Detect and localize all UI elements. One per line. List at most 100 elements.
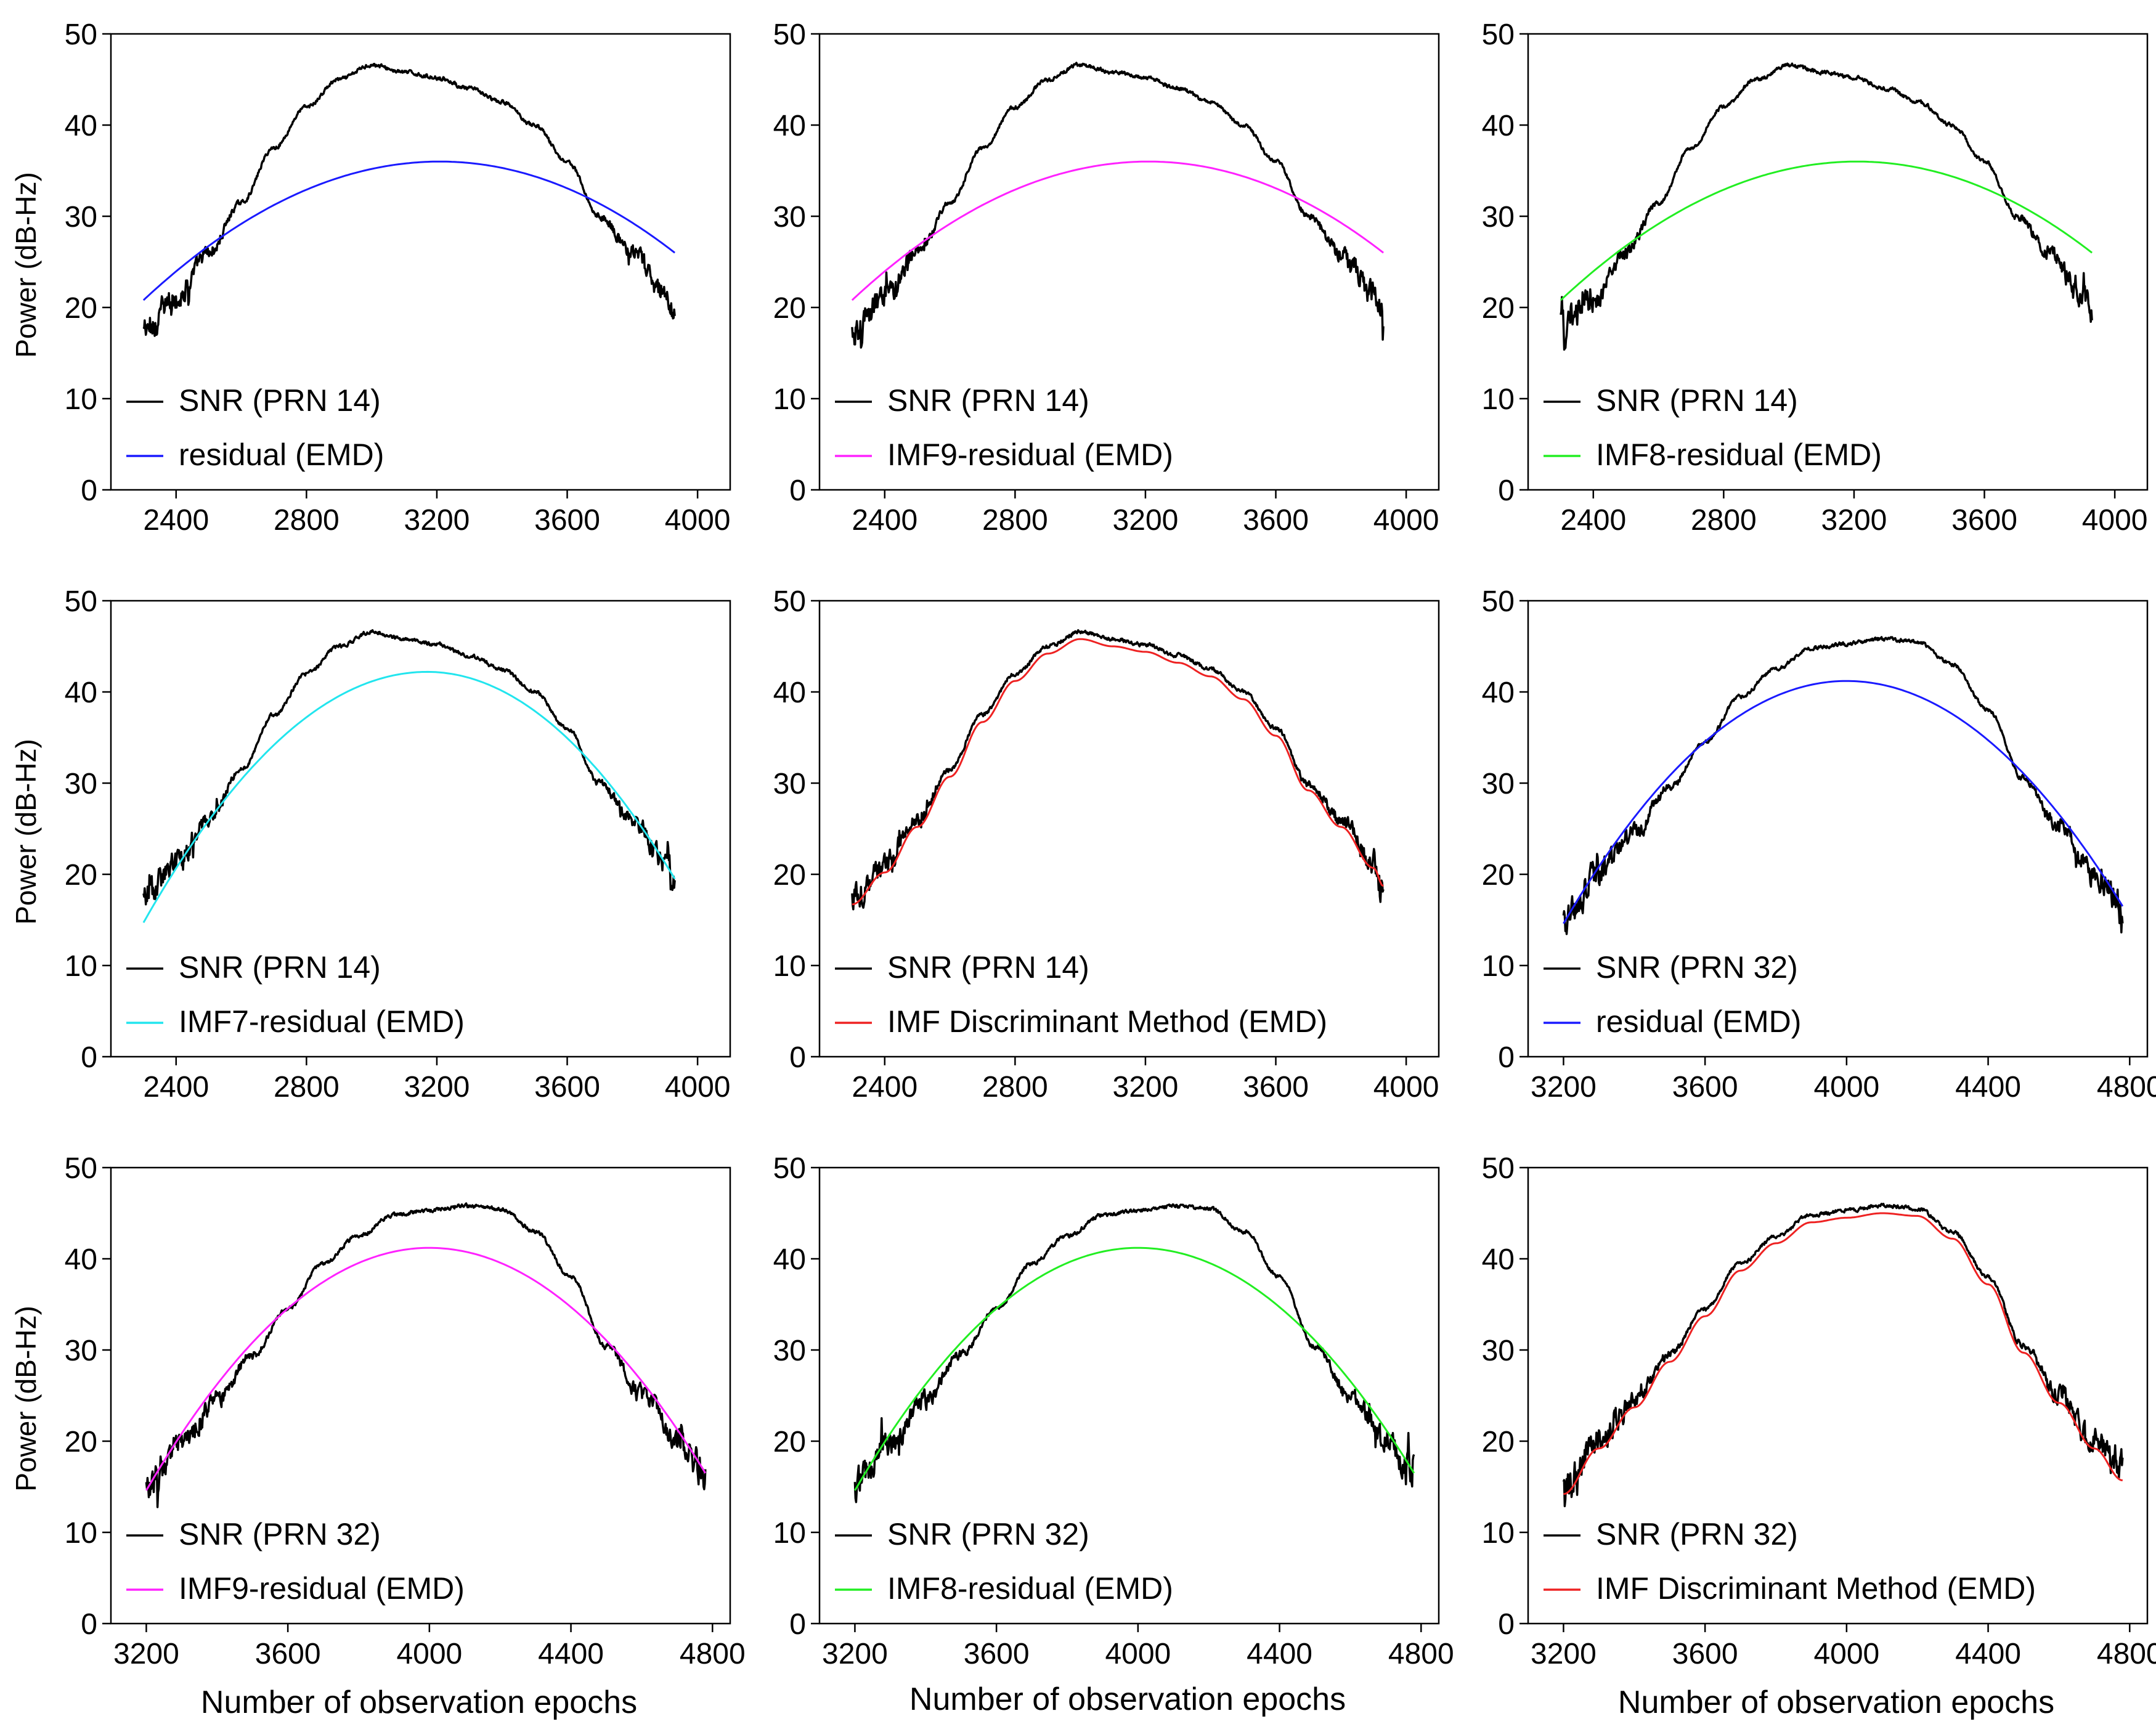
y-tick-label: 20 — [773, 292, 806, 325]
x-tick-label: 3200 — [1113, 1071, 1179, 1104]
x-tick-label: 2800 — [982, 504, 1048, 537]
x-tick-label: 2400 — [143, 504, 209, 537]
y-tick-label: 0 — [789, 1041, 806, 1074]
x-tick-label: 4000 — [665, 1071, 731, 1104]
x-tick-label: 4800 — [680, 1638, 746, 1670]
panel-r2c2: 0 10 20 30 40 50 2400 2800 3200 3600 4000 SNR (PRN … — [773, 585, 1440, 1104]
y-axis-label-row-1: Power (dB-Hz) — [10, 172, 42, 358]
series-line-snr — [851, 62, 1385, 349]
y-tick-label: 30 — [773, 768, 806, 800]
legend-label: SNR (PRN 14) — [887, 950, 1089, 985]
y-tick-label: 50 — [773, 585, 806, 618]
x-tick-label: 3600 — [1672, 1071, 1738, 1104]
series-line-snr — [1562, 1203, 2124, 1508]
panel-r1c2: 0 10 20 30 40 50 2400 2800 3200 3600 4000 SNR (PRN … — [773, 18, 1440, 537]
y-tick-label: 30 — [773, 201, 806, 234]
x-tick-label: 3600 — [534, 1071, 600, 1104]
x-tick-label: 3200 — [404, 1071, 470, 1104]
x-tick-label: 4400 — [1955, 1638, 2021, 1670]
y-tick-label: 50 — [1482, 18, 1515, 51]
series-line-fit — [1560, 160, 2093, 301]
legend-label: SNR (PRN 14) — [179, 950, 381, 985]
y-tick-label: 50 — [1482, 1152, 1515, 1185]
series-line-fit — [852, 638, 1385, 906]
series-line-fit — [851, 160, 1385, 301]
y-tick-label: 40 — [1482, 110, 1515, 142]
y-tick-label: 30 — [1482, 201, 1515, 234]
y-tick-label: 0 — [789, 1608, 806, 1641]
x-tick-label: 3200 — [822, 1638, 888, 1670]
y-tick-label: 0 — [1498, 1041, 1515, 1074]
x-tick-label: 4000 — [665, 504, 731, 537]
panel-r3c3: 0 10 20 30 40 50 3200 3600 4000 4400 4800 SNR (PRN … — [1482, 1152, 2156, 1670]
x-tick-label: 4000 — [396, 1638, 462, 1670]
x-tick-label: 3600 — [1951, 504, 2017, 537]
y-tick-label: 20 — [1482, 292, 1515, 325]
legend-label: IMF7-residual (EMD) — [179, 1004, 465, 1039]
x-tick-label: 3600 — [534, 504, 600, 537]
x-tick-label: 2400 — [852, 504, 917, 537]
x-tick-label: 4800 — [2097, 1071, 2156, 1104]
y-tick-label: 40 — [773, 1243, 806, 1276]
axes-frame — [1527, 600, 2149, 1058]
x-tick-label: 4000 — [2082, 504, 2148, 537]
axes-frame — [110, 600, 731, 1058]
x-tick-label: 3600 — [1243, 1071, 1309, 1104]
y-tick-label: 50 — [65, 18, 97, 51]
axes-frame — [110, 33, 731, 491]
y-tick-label: 20 — [65, 1426, 97, 1458]
legend-label: IMF9-residual (EMD) — [887, 437, 1173, 472]
y-tick-label: 0 — [81, 474, 97, 507]
y-tick-label: 50 — [773, 1152, 806, 1185]
x-tick-label: 3600 — [964, 1638, 1030, 1670]
y-tick-label: 50 — [65, 1152, 97, 1185]
axes-frame — [818, 1166, 1440, 1625]
y-tick-label: 10 — [1482, 1517, 1515, 1550]
x-tick-label: 4000 — [1105, 1638, 1171, 1670]
legend-label: SNR (PRN 32) — [1596, 950, 1798, 985]
axes-frame — [1527, 33, 2149, 491]
series-line-snr — [142, 629, 676, 906]
x-tick-label: 3600 — [1672, 1638, 1738, 1670]
y-tick-label: 40 — [773, 677, 806, 709]
x-tick-label: 4400 — [1247, 1638, 1312, 1670]
legend-label: SNR (PRN 32) — [179, 1517, 381, 1551]
x-tick-label: 4000 — [1813, 1638, 1879, 1670]
x-tick-label: 3200 — [1531, 1638, 1597, 1670]
x-axis-label-col-2: Number of observation epochs — [909, 1681, 1346, 1717]
legend-label: IMF Discriminant Method (EMD) — [887, 1004, 1327, 1039]
x-axis-label-col-1: Number of observation epochs — [201, 1685, 637, 1720]
x-tick-label: 2400 — [852, 1071, 917, 1104]
y-tick-label: 30 — [773, 1335, 806, 1367]
legend-label: SNR (PRN 14) — [887, 383, 1089, 418]
panel-r2c1: 0 10 20 30 40 50 2400 2800 3200 3600 4000 SNR (PRN … — [65, 585, 731, 1104]
panel-r1c1: 0 10 20 30 40 50 2400 2800 3200 3600 4000 SNR (PRN … — [65, 18, 731, 537]
x-tick-label: 2400 — [143, 1071, 209, 1104]
y-tick-label: 40 — [1482, 1243, 1515, 1276]
y-tick-label: 10 — [773, 1517, 806, 1550]
y-tick-label: 30 — [1482, 1335, 1515, 1367]
y-tick-label: 10 — [65, 950, 97, 983]
series-line-snr — [853, 1203, 1415, 1503]
series-line-snr — [851, 629, 1385, 911]
y-tick-label: 10 — [773, 383, 806, 416]
legend-label: residual (EMD) — [179, 437, 384, 472]
x-tick-label: 4800 — [2097, 1638, 2156, 1670]
series-line-snr — [1562, 636, 2124, 935]
y-tick-label: 20 — [773, 859, 806, 892]
y-tick-label: 40 — [773, 110, 806, 142]
x-tick-label: 3200 — [1113, 504, 1179, 537]
y-tick-label: 30 — [65, 201, 97, 234]
legend-label: SNR (PRN 32) — [887, 1517, 1089, 1551]
legend-label: IMF Discriminant Method (EMD) — [1596, 1571, 2036, 1606]
x-tick-label: 2800 — [274, 504, 340, 537]
x-tick-label: 3200 — [404, 504, 470, 537]
x-tick-label: 4000 — [1373, 504, 1439, 537]
legend-label: IMF8-residual (EMD) — [887, 1571, 1173, 1606]
axes-frame — [110, 1166, 731, 1625]
y-tick-label: 0 — [789, 474, 806, 507]
y-tick-label: 0 — [81, 1608, 97, 1641]
y-tick-label: 20 — [65, 859, 97, 892]
y-tick-label: 20 — [1482, 859, 1515, 892]
